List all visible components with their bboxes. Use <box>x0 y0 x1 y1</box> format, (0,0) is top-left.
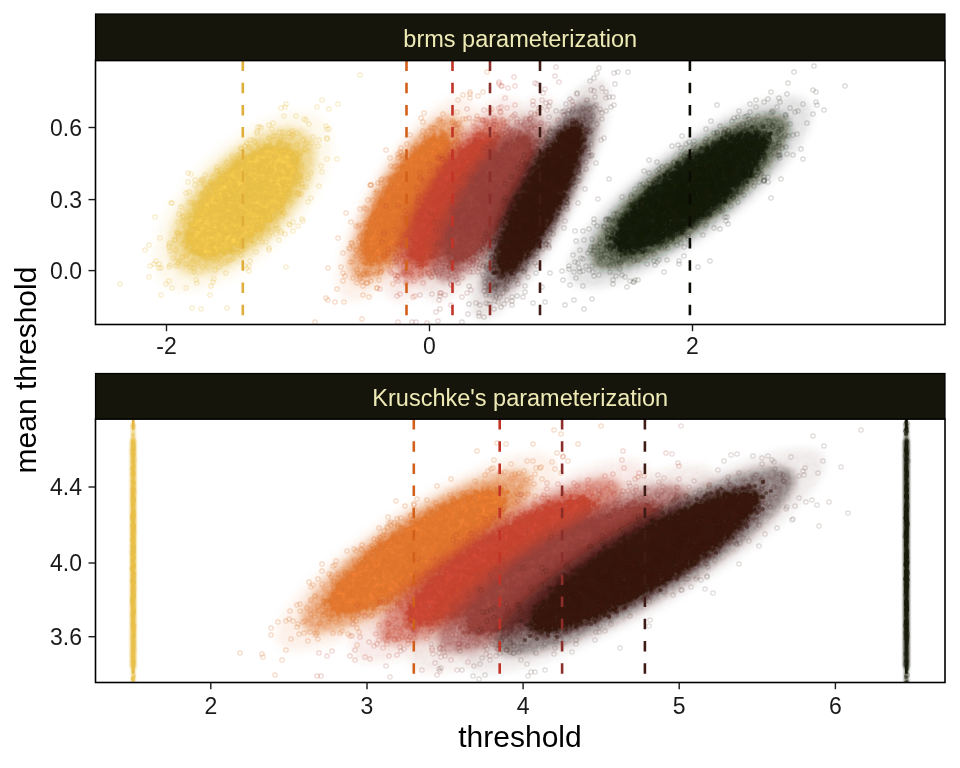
svg-text:4.0: 4.0 <box>50 550 82 576</box>
svg-text:4: 4 <box>517 693 530 719</box>
svg-text:0.0: 0.0 <box>50 258 82 284</box>
svg-text:5: 5 <box>673 693 686 719</box>
svg-text:-2: -2 <box>156 333 176 359</box>
svg-text:brms parameterization: brms parameterization <box>403 26 637 52</box>
svg-text:Kruschke's parameterization: Kruschke's parameterization <box>372 385 668 411</box>
svg-text:2: 2 <box>204 693 217 719</box>
svg-text:4.4: 4.4 <box>50 474 82 500</box>
svg-text:0.6: 0.6 <box>50 115 82 141</box>
svg-text:0: 0 <box>423 333 436 359</box>
svg-text:3: 3 <box>361 693 374 719</box>
svg-text:2: 2 <box>686 333 699 359</box>
svg-text:threshold: threshold <box>458 720 581 753</box>
svg-text:3.6: 3.6 <box>50 624 82 650</box>
svg-text:0.3: 0.3 <box>50 187 82 213</box>
svg-text:mean threshold: mean threshold <box>9 267 42 474</box>
svg-text:6: 6 <box>829 693 842 719</box>
